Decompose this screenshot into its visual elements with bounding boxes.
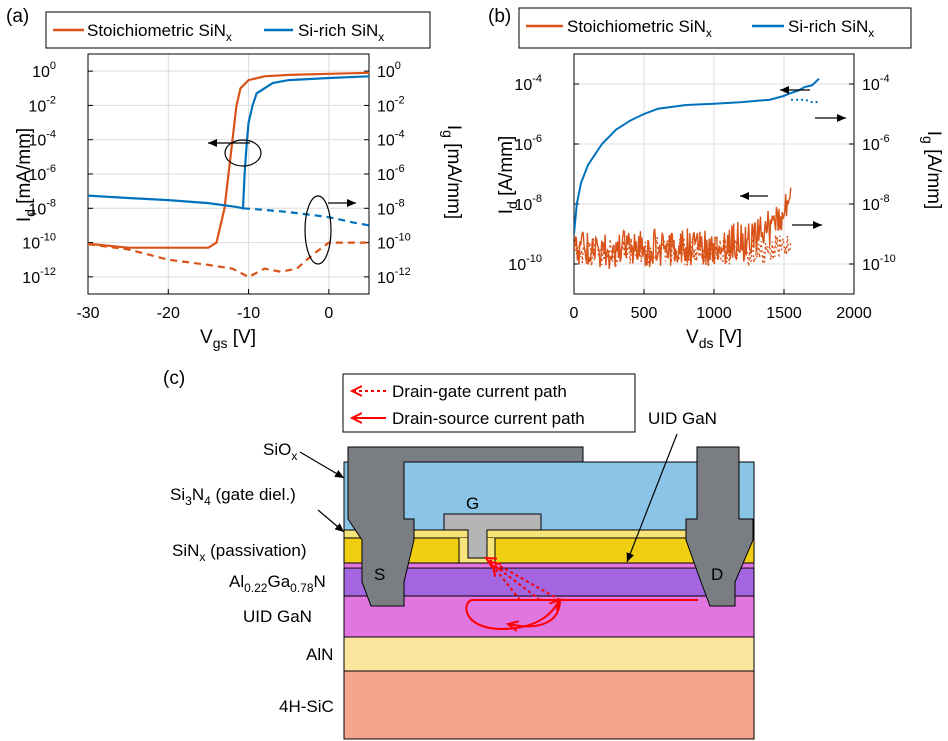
- tick-label-y-left: 10-10: [508, 253, 542, 274]
- series-b: [574, 77, 820, 270]
- label-uid-gan: UID GaN: [243, 607, 312, 626]
- annotation-ellipse-id-a: [224, 139, 262, 167]
- drain-contact: [685, 446, 754, 607]
- ylabel-left-a: Id [mA/mm]: [14, 128, 38, 222]
- label-aln: AlN: [306, 645, 333, 664]
- series-a: [88, 71, 369, 279]
- series-a-id-sirich: [88, 75, 369, 210]
- series-b-id-stoich: [574, 187, 792, 270]
- tick-label-x: 0: [570, 305, 579, 322]
- xlabel-a: Vgs [V]: [200, 327, 256, 351]
- drain-gate-path-2: [490, 562, 541, 601]
- source-label: S: [374, 565, 385, 584]
- drain-source-path-lower: [508, 599, 561, 626]
- tick-label-x: -10: [237, 305, 260, 322]
- gate-label: G: [466, 494, 479, 513]
- legend-c: [342, 373, 636, 433]
- panel-a: (a) Stoichiometric SiNx Si-rich SiNx -30…: [6, 6, 464, 351]
- tick-label-y-left: 10-8: [514, 193, 542, 214]
- legend-a-stoich: Stoichiometric SiNx: [87, 21, 232, 44]
- tick-label-y-left: 10-10: [22, 232, 56, 253]
- label-algan: Al0.22Ga0.78N: [229, 572, 326, 595]
- tick-label-y-left: 10-6: [514, 133, 542, 154]
- legend-b: [518, 7, 912, 49]
- series-b-id-sirich: [574, 77, 820, 235]
- tick-label-y-right: 10-6: [862, 133, 890, 154]
- legend-a: [45, 11, 431, 49]
- tick-label-y-left: 10-4: [514, 73, 542, 94]
- tick-label-y-right: 10-10: [377, 232, 411, 253]
- label-uid-gan-top: UID GaN: [648, 409, 717, 428]
- ticks-a: -30 -20 -10 0 100 100 10-2 10-2 10-4 10-4 10-6 10-6…: [22, 60, 410, 322]
- label-sinx: SiNx (passivation): [172, 541, 307, 564]
- panel-c-tag: (c): [163, 368, 185, 389]
- leader-si3n4: [317, 509, 345, 533]
- tick-label-y-right: 10-6: [377, 163, 405, 184]
- ylabel-right-a: Ig [mA/mm]: [440, 125, 464, 219]
- tick-label-y-right: 10-8: [862, 193, 890, 214]
- layer-algan: [343, 567, 755, 597]
- tick-label-y-right: 10-2: [377, 94, 405, 115]
- drain-source-path-upper: [465, 600, 698, 631]
- layer-sic: [343, 670, 755, 740]
- annotation-ellipse-ig-a: [304, 195, 332, 265]
- tick-label-y-right: 10-4: [377, 129, 405, 150]
- tick-label-x: 500: [631, 305, 658, 322]
- tick-label-x: 1000: [696, 305, 732, 322]
- series-b-ig-sirich: [791, 98, 819, 104]
- layer-uid-gan: [343, 595, 755, 638]
- tick-label-y-right: 10-12: [377, 266, 411, 287]
- tick-label-y-left: 10-4: [28, 129, 56, 150]
- legend-b-stoich: Stoichiometric SiNx: [567, 17, 712, 40]
- tick-label-y-left: 100: [32, 60, 56, 81]
- xlabel-b: Vds [V]: [686, 327, 742, 351]
- panel-b: (b) Stoichiometric SiNx Si-rich SiNx 0 50…: [488, 6, 944, 351]
- tick-label-y-left: 10-12: [22, 266, 56, 287]
- ylabel-right-b: Ig [A/mm]: [920, 131, 944, 210]
- legend-b-sirich: Si-rich SiNx: [788, 17, 874, 40]
- tick-label-y-left: 10-2: [28, 94, 56, 115]
- panel-c: (c) Drain-gate current path Drain-source…: [163, 368, 755, 740]
- label-si3n4: Si3N4 (gate diel.): [170, 485, 296, 508]
- ylabel-left-b: Id [A/mm]: [496, 136, 520, 215]
- leader-siox: [299, 451, 345, 479]
- label-siox: SiOx: [263, 440, 297, 463]
- tick-label-y-right: 10-8: [377, 197, 405, 218]
- tick-label-x: 1500: [766, 305, 802, 322]
- panel-a-tag: (a): [6, 6, 29, 27]
- ticks-b: 0 500 1000 1500 2000 10-4 10-4 10-6 10-6 10-8 10-8…: [508, 73, 895, 322]
- tick-label-x: 0: [324, 305, 333, 322]
- series-a-ig-sirich: [242, 207, 369, 227]
- drain-gate-path-3: [493, 566, 521, 601]
- tick-label-y-right: 10-10: [862, 253, 896, 274]
- legend-c-ds: Drain-source current path: [392, 409, 585, 428]
- series-a-ig-stoich: [88, 241, 369, 279]
- series-a-id-stoich: [88, 71, 369, 249]
- tick-label-y-left: 10-8: [28, 197, 56, 218]
- tick-label-y-left: 10-6: [28, 163, 56, 184]
- drain-gate-path-1: [486, 558, 561, 601]
- device-stack: G S D: [343, 446, 755, 740]
- legend-c-dg: Drain-gate current path: [392, 382, 567, 401]
- tick-label-x: -20: [157, 305, 180, 322]
- legend-a-sirich: Si-rich SiNx: [298, 21, 384, 44]
- leader-uid-gan-top: [626, 433, 678, 563]
- tick-label-y-right: 10-4: [862, 73, 890, 94]
- label-sic: 4H-SiC: [279, 697, 334, 716]
- drain-label: D: [711, 565, 723, 584]
- tick-label-x: -30: [76, 305, 99, 322]
- layer-aln: [343, 636, 755, 672]
- panel-b-tag: (b): [488, 6, 511, 27]
- tick-label-y-right: 100: [377, 60, 401, 81]
- source-contact: [347, 446, 584, 607]
- tick-label-x: 2000: [836, 305, 872, 322]
